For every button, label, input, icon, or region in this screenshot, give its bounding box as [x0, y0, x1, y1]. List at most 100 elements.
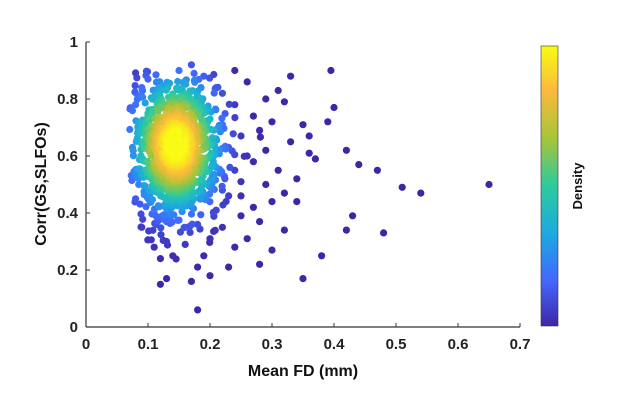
x-tick-label: 0: [82, 336, 90, 353]
data-point: [141, 182, 149, 190]
data-point: [299, 275, 307, 283]
data-point: [138, 93, 147, 101]
data-point: [305, 149, 313, 157]
data-point: [206, 272, 214, 280]
data-point: [218, 223, 226, 231]
data-point: [126, 125, 134, 134]
data-point: [129, 147, 137, 155]
data-point: [194, 306, 202, 314]
x-tick-label: 0.4: [324, 336, 346, 353]
data-point: [182, 80, 190, 88]
data-point: [231, 114, 239, 122]
data-point: [256, 260, 264, 268]
data-point: [140, 188, 148, 196]
data-point: [262, 95, 270, 103]
data-point: [218, 182, 226, 190]
data-point: [132, 101, 140, 109]
data-point: [225, 263, 233, 271]
data-point: [174, 86, 182, 94]
data-point: [138, 87, 147, 95]
x-tick-label: 0.1: [138, 336, 159, 353]
y-tick-label: 0.6: [57, 148, 78, 165]
data-point: [268, 246, 276, 254]
y-tick-label: 0: [70, 319, 78, 336]
data-point: [133, 74, 141, 82]
data-point: [131, 82, 139, 90]
y-tick-label: 0.4: [57, 205, 79, 222]
data-point: [324, 118, 332, 126]
data-point: [149, 226, 157, 234]
data-point: [226, 163, 234, 171]
data-point: [152, 71, 160, 79]
data-point: [311, 155, 319, 163]
data-point: [417, 189, 425, 197]
data-point: [186, 228, 194, 236]
x-tick-label: 0.2: [200, 336, 221, 353]
x-tick-label: 0.6: [448, 336, 469, 353]
data-point: [174, 77, 182, 86]
data-point: [349, 212, 357, 220]
x-ticks: 0 0.1 0.2 0.3 0.4 0.5 0.6 0.7: [82, 323, 531, 353]
data-point: [287, 72, 295, 80]
data-point: [157, 231, 165, 239]
data-point: [287, 138, 295, 146]
data-point: [355, 161, 363, 169]
data-point: [256, 218, 264, 226]
data-point: [231, 66, 239, 75]
data-point: [256, 126, 264, 134]
data-point: [231, 243, 239, 251]
data-point: [342, 146, 350, 154]
data-point: [187, 210, 196, 218]
data-point: [141, 99, 149, 107]
x-tick-label: 0.7: [510, 336, 531, 353]
x-axis-title: Mean FD (mm): [248, 363, 358, 380]
data-point: [156, 280, 164, 288]
data-point: [299, 121, 307, 129]
y-axis-title: Corr(GS,SLFOs): [33, 122, 50, 246]
data-point: [208, 134, 216, 142]
data-point: [132, 195, 140, 203]
data-point: [175, 216, 183, 224]
data-point: [190, 189, 198, 197]
data-point: [169, 252, 177, 260]
data-point: [280, 226, 288, 234]
data-point: [150, 243, 158, 251]
data-point: [187, 61, 195, 69]
data-point: [188, 220, 196, 228]
data-point: [249, 158, 257, 166]
data-point: [268, 118, 276, 126]
data-point: [280, 189, 288, 197]
data-point: [243, 78, 251, 86]
scatter-points: [126, 61, 493, 314]
data-point: [237, 192, 245, 200]
data-point: [147, 152, 155, 160]
data-point: [249, 203, 257, 211]
data-point: [293, 198, 301, 206]
data-point: [191, 78, 199, 86]
data-point: [243, 235, 251, 243]
data-point: [327, 66, 335, 75]
data-point: [249, 112, 257, 120]
data-point: [318, 252, 326, 260]
colorbar-title: Density: [570, 162, 585, 210]
data-point: [262, 180, 270, 189]
data-point: [237, 132, 245, 140]
data-point: [137, 210, 145, 218]
data-point: [237, 178, 245, 186]
data-point: [256, 133, 264, 141]
data-point: [485, 180, 493, 189]
data-point: [398, 183, 406, 191]
data-point: [190, 69, 198, 77]
data-point: [136, 200, 144, 208]
y-tick-label: 0.8: [57, 91, 78, 108]
data-point: [128, 107, 136, 115]
data-point: [218, 114, 226, 122]
data-point: [225, 100, 233, 108]
data-point: [262, 146, 270, 154]
data-point: [342, 226, 350, 234]
data-point: [159, 236, 167, 244]
data-point: [210, 227, 218, 235]
data-point: [194, 220, 202, 228]
data-point: [209, 208, 217, 216]
